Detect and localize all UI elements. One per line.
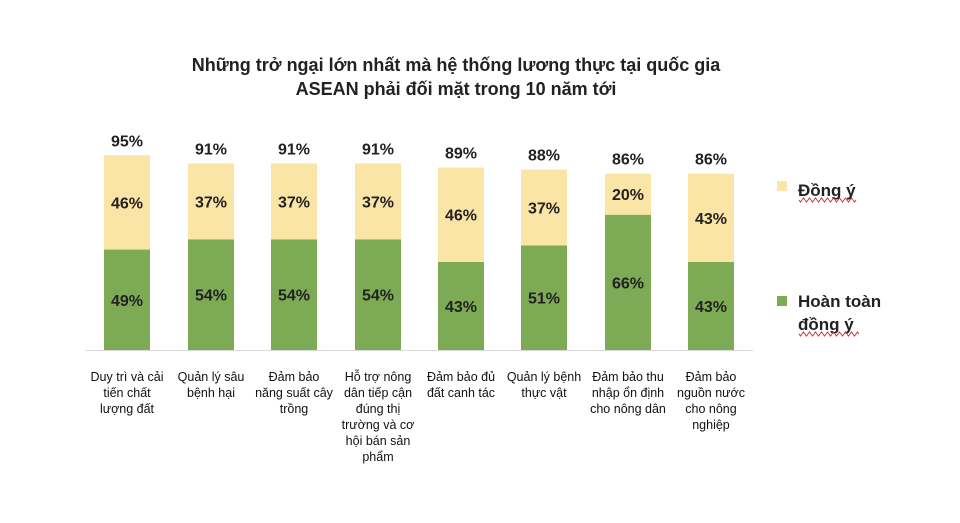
bar-segment-dong-y bbox=[104, 155, 150, 250]
legend-label-hoan-toan-dong-y: Hoàn toàn bbox=[798, 292, 881, 311]
data-label-dong-y: 46% bbox=[445, 208, 477, 225]
bar-segment-dong-y bbox=[188, 163, 234, 240]
category-label-line: phẩm bbox=[362, 450, 393, 464]
bar-segment-dong-y bbox=[271, 163, 317, 240]
category-label-line: dân tiếp cận bbox=[344, 386, 412, 400]
chart-title-line: Những trở ngại lớn nhất mà hệ thống lươn… bbox=[192, 55, 721, 75]
data-label-dong-y: 20% bbox=[612, 187, 644, 204]
spellcheck-underline bbox=[798, 331, 860, 337]
data-label-dong-y: 37% bbox=[528, 201, 560, 218]
data-label-hoan-toan-dong-y: 66% bbox=[612, 275, 644, 292]
data-label-dong-y: 37% bbox=[362, 194, 394, 211]
bar-segment-hoan-toan-dong-y bbox=[521, 245, 567, 350]
category-label-line: nguồn nước bbox=[677, 386, 745, 400]
category-label-line: Đảm bảo bbox=[269, 370, 320, 384]
bar-segment-hoan-toan-dong-y bbox=[688, 261, 734, 350]
bar-total-label: 89% bbox=[445, 146, 477, 163]
bar-segment-hoan-toan-dong-y bbox=[271, 239, 317, 350]
data-label-dong-y: 37% bbox=[278, 194, 310, 211]
category-label-line: Quản lý sâu bbox=[178, 370, 245, 384]
legend-swatch-hoan-toan-dong-y bbox=[777, 296, 787, 306]
bar-segment-dong-y bbox=[605, 173, 651, 215]
bar-total-label: 86% bbox=[612, 152, 644, 169]
category-label-line: Đảm bảo thu bbox=[592, 370, 664, 384]
data-label-hoan-toan-dong-y: 54% bbox=[195, 288, 227, 305]
bar-segment-dong-y bbox=[688, 173, 734, 262]
data-label-hoan-toan-dong-y: 43% bbox=[695, 299, 727, 316]
category-label-line: cho nông dân bbox=[590, 402, 666, 416]
data-label-dong-y: 37% bbox=[195, 194, 227, 211]
category-label-line: thực vật bbox=[521, 386, 567, 400]
data-label-hoan-toan-dong-y: 51% bbox=[528, 291, 560, 308]
category-label-line: Đảm bảo đủ bbox=[427, 370, 495, 384]
bar-segment-hoan-toan-dong-y bbox=[188, 239, 234, 350]
category-label-line: trồng bbox=[280, 402, 309, 416]
category-label-line: bệnh hại bbox=[187, 386, 235, 400]
bar-total-label: 91% bbox=[362, 141, 394, 158]
bar-total-label: 91% bbox=[195, 141, 227, 158]
category-label-line: đất canh tác bbox=[427, 386, 495, 400]
category-label-line: nghiệp bbox=[692, 418, 730, 432]
bar-total-label: 95% bbox=[111, 133, 143, 150]
bar-segment-hoan-toan-dong-y bbox=[438, 261, 484, 350]
data-label-dong-y: 46% bbox=[111, 195, 143, 212]
category-label-line: hội bán sản bbox=[346, 434, 411, 448]
bar-segment-hoan-toan-dong-y bbox=[605, 214, 651, 350]
category-label-line: nhập ổn định bbox=[592, 386, 664, 400]
data-label-hoan-toan-dong-y: 43% bbox=[445, 299, 477, 316]
category-label-line: Đảm bảo bbox=[686, 370, 737, 384]
bar-segment-dong-y bbox=[355, 163, 401, 240]
category-label-line: tiến chất bbox=[103, 386, 151, 400]
category-label-line: trường và cơ bbox=[342, 418, 415, 432]
spellcheck-underline bbox=[798, 197, 857, 203]
legend-label-hoan-toan-dong-y-line2: đồng ý bbox=[798, 315, 854, 334]
bar-segment-hoan-toan-dong-y bbox=[355, 239, 401, 350]
data-label-dong-y: 43% bbox=[695, 211, 727, 228]
bar-total-label: 86% bbox=[695, 152, 727, 169]
category-label-line: năng suất cây bbox=[255, 386, 334, 400]
category-label-line: lượng đất bbox=[100, 402, 155, 416]
bar-total-label: 88% bbox=[528, 148, 560, 165]
category-label-line: Hỗ trợ nông bbox=[345, 369, 412, 384]
legend-swatch-dong-y bbox=[777, 181, 787, 191]
legend-label-dong-y: Đồng ý bbox=[798, 181, 856, 200]
data-label-hoan-toan-dong-y: 54% bbox=[278, 288, 310, 305]
bar-segment-hoan-toan-dong-y bbox=[104, 249, 150, 350]
chart-title-line: ASEAN phải đối mặt trong 10 năm tới bbox=[296, 79, 617, 99]
category-label-line: Duy trì và cải bbox=[91, 370, 164, 384]
bar-segment-dong-y bbox=[438, 167, 484, 262]
data-label-hoan-toan-dong-y: 49% bbox=[111, 293, 143, 310]
category-label-line: đúng thị bbox=[356, 402, 400, 416]
data-label-hoan-toan-dong-y: 54% bbox=[362, 288, 394, 305]
category-label-line: Quản lý bệnh bbox=[507, 370, 581, 384]
bar-segment-dong-y bbox=[521, 169, 567, 246]
category-label-line: cho nông bbox=[685, 402, 736, 416]
bar-total-label: 91% bbox=[278, 141, 310, 158]
